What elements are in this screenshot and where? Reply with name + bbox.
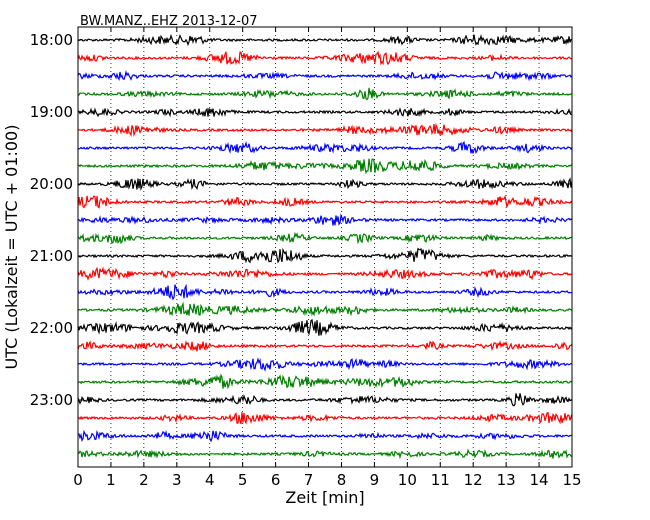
seismogram-trace xyxy=(77,70,573,82)
seismogram-trace xyxy=(77,411,573,425)
x-tick-label: 9 xyxy=(370,471,380,489)
seismogram-trace xyxy=(77,87,573,101)
seismogram-trace xyxy=(77,33,573,47)
seismogram-trace xyxy=(77,107,573,118)
seismogram-trace xyxy=(77,266,573,281)
y-axis-label: UTC (Lokalzeit = UTC + 01:00) xyxy=(2,125,21,370)
seismogram-trace xyxy=(77,318,573,336)
plot-frame xyxy=(77,26,573,468)
x-axis-ticks: 0 1 2 3 4 5 6 7 8 9 10 11 12 13 14 15 xyxy=(73,27,582,489)
vertical-gridlines xyxy=(110,27,540,467)
x-tick-label: 5 xyxy=(238,471,248,489)
seismogram-trace xyxy=(77,247,573,264)
x-tick-label: 14 xyxy=(530,471,549,489)
seismogram-trace xyxy=(77,194,573,209)
seismogram-trace xyxy=(77,357,573,372)
y-tick-label: 18:00 xyxy=(30,31,73,49)
x-tick-label: 15 xyxy=(562,471,581,489)
x-tick-label: 3 xyxy=(172,471,182,489)
y-axis-ticks: 18:00 19:00 20:00 21:00 22:00 23:00 xyxy=(30,31,572,409)
x-tick-label: 0 xyxy=(73,471,83,489)
seismogram-trace xyxy=(77,283,573,301)
y-tick-label: 19:00 xyxy=(30,103,73,121)
seismogram-trace xyxy=(77,373,573,390)
seismogram-trace xyxy=(77,140,573,155)
x-tick-label: 10 xyxy=(398,471,417,489)
seismogram-trace xyxy=(77,448,573,460)
x-tick-label: 8 xyxy=(337,471,347,489)
chart-title: BW.MANZ..EHZ 2013-12-07 xyxy=(80,14,258,29)
y-tick-label: 20:00 xyxy=(30,175,73,193)
x-tick-label: 13 xyxy=(497,471,516,489)
seismogram-trace xyxy=(77,50,573,66)
x-tick-label: 2 xyxy=(139,471,149,489)
x-tick-label: 11 xyxy=(431,471,450,489)
seismogram-trace xyxy=(77,340,573,352)
seismogram-trace xyxy=(77,213,573,226)
seismogram-trace xyxy=(77,122,573,138)
seismogram-trace xyxy=(77,301,573,317)
seismogram-trace xyxy=(77,177,573,192)
x-axis-label: Zeit [min] xyxy=(285,488,364,507)
y-tick-label: 23:00 xyxy=(30,391,73,409)
seismogram-trace xyxy=(77,231,573,245)
x-tick-label: 7 xyxy=(304,471,314,489)
seismogram-traces xyxy=(77,33,573,460)
x-tick-label: 1 xyxy=(106,471,116,489)
x-tick-label: 12 xyxy=(464,471,483,489)
x-tick-label: 4 xyxy=(205,471,215,489)
seismogram-trace xyxy=(77,429,573,443)
seismogram-trace xyxy=(77,393,573,407)
seismogram-trace xyxy=(77,158,573,175)
x-tick-label: 6 xyxy=(271,471,281,489)
y-tick-label: 21:00 xyxy=(30,247,73,265)
y-tick-label: 22:00 xyxy=(30,319,73,337)
